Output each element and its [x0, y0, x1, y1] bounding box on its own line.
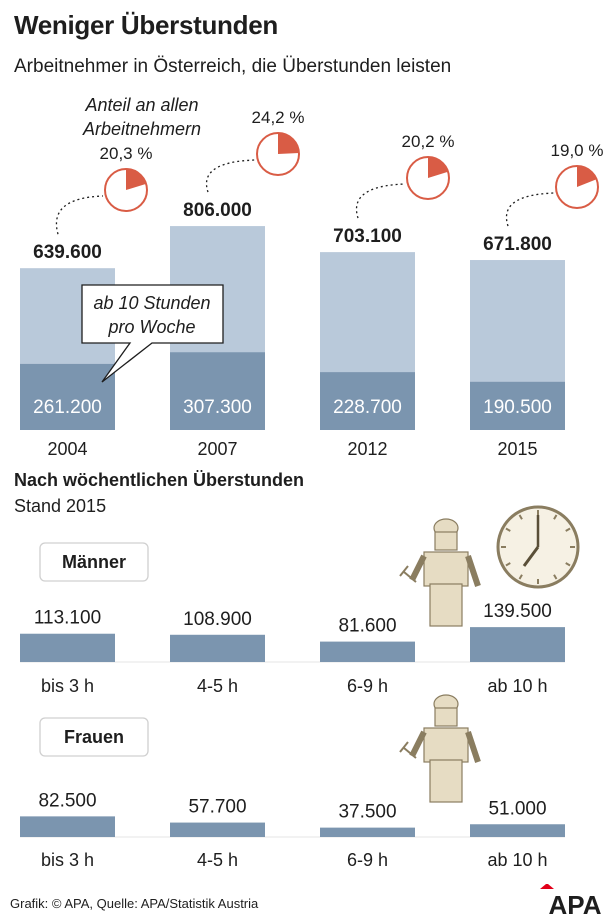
pie-share-slice — [428, 157, 449, 178]
pie-connector — [505, 192, 555, 227]
pie-connector — [55, 195, 104, 235]
total-value-label: 806.000 — [183, 200, 252, 221]
chart-subtitle: Arbeitnehmer in Österreich, die Überstun… — [14, 56, 452, 77]
worker-female-head — [434, 707, 458, 727]
sub-value-label: 190.500 — [483, 397, 552, 418]
bar-value-label: 82.500 — [38, 790, 96, 811]
category-tick-label: ab 10 h — [487, 850, 547, 870]
worker-female-arm — [409, 730, 427, 758]
clock-tick — [553, 574, 558, 580]
apa-logo-text: APA — [549, 890, 602, 920]
pie-share-slice — [577, 165, 597, 187]
clock-tick — [565, 562, 571, 567]
sub-value-label: 307.300 — [183, 397, 252, 418]
section-title: Nach wöchentlichen Überstunden — [14, 470, 305, 490]
worker-female-torso — [423, 727, 469, 763]
worker-female-hammer — [399, 741, 417, 759]
category-tick-label: bis 3 h — [41, 676, 94, 696]
pie-share-label: 20,3 % — [100, 144, 153, 163]
bar-value-label: 139.500 — [483, 601, 552, 622]
pie-share-slice — [278, 133, 299, 154]
worker-male-hammer — [399, 565, 417, 583]
sub-value-label: 261.200 — [33, 397, 102, 418]
category-tick-label: 4-5 h — [197, 676, 238, 696]
category-tick-label: bis 3 h — [41, 850, 94, 870]
bar-long-hours-2007 — [170, 352, 265, 430]
bar-Frauen-bis 3 h — [20, 816, 115, 837]
worker-female-arm — [465, 731, 481, 763]
bar-long-hours-2015 — [470, 381, 565, 430]
pie-connector — [355, 183, 406, 219]
worker-male-legs — [429, 583, 463, 627]
worker-male-arm — [409, 554, 427, 582]
bar-Frauen-6-9 h — [320, 827, 415, 837]
bar-Männer-4-5 h — [170, 634, 265, 662]
pie-share-label: 19,0 % — [551, 141, 604, 160]
apa-logo-mark — [540, 884, 554, 889]
pie-share-label: 24,2 % — [252, 108, 305, 127]
apa-logo: APA — [540, 884, 602, 920]
category-tick-label: 6-9 h — [347, 850, 388, 870]
callout-label: ab 10 Stunden — [93, 293, 210, 313]
total-value-label: 703.100 — [333, 226, 402, 247]
year-tick-label: 2015 — [497, 439, 537, 459]
bar-value-label: 113.100 — [34, 608, 101, 629]
pie-heading-line: Arbeitnehmern — [82, 119, 201, 139]
clock-hour-hand — [522, 546, 540, 567]
worker-female-legs — [429, 759, 463, 803]
bar-value-label: 81.600 — [338, 616, 396, 637]
clock-tick — [518, 514, 523, 520]
total-value-label: 639.600 — [33, 242, 102, 263]
bar-Frauen-4-5 h — [170, 822, 265, 837]
worker-male-torso — [423, 551, 469, 587]
sub-value-label: 228.700 — [333, 397, 402, 418]
pie-share-slice — [126, 169, 147, 190]
year-tick-label: 2012 — [347, 439, 387, 459]
bar-Männer-6-9 h — [320, 641, 415, 662]
clock-tick — [553, 514, 558, 520]
category-tick-label: 4-5 h — [197, 850, 238, 870]
bar-Männer-bis 3 h — [20, 633, 115, 662]
bar-long-hours-2004 — [20, 363, 115, 430]
bar-value-label: 51.000 — [488, 798, 546, 819]
gender-label: Frauen — [64, 727, 124, 747]
bar-value-label: 57.700 — [188, 797, 246, 818]
worker-male-arm — [465, 555, 481, 587]
gender-label-box — [39, 717, 149, 757]
category-tick-label: 6-9 h — [347, 676, 388, 696]
year-tick-label: 2004 — [47, 439, 87, 459]
clock-tick — [518, 574, 523, 580]
callout-box — [81, 284, 224, 383]
clock-tick — [505, 562, 511, 567]
chart-title: Weniger Überstunden — [14, 10, 278, 40]
source-note: Grafik: © APA, Quelle: APA/Statistik Aus… — [10, 896, 259, 911]
total-value-label: 671.800 — [483, 234, 552, 255]
pie-connector — [205, 159, 256, 193]
clock-tick — [565, 527, 571, 532]
bar-long-hours-2012 — [320, 372, 415, 430]
category-tick-label: ab 10 h — [487, 676, 547, 696]
pie-heading-line: Anteil an allen — [84, 95, 198, 115]
bar-value-label: 108.900 — [183, 609, 252, 630]
gender-label-box — [39, 542, 149, 582]
clock-tick — [505, 527, 511, 532]
bar-value-label: 37.500 — [338, 802, 396, 823]
callout-label: pro Woche — [107, 317, 195, 337]
worker-male-head — [434, 531, 458, 551]
year-tick-label: 2007 — [197, 439, 237, 459]
bar-Männer-ab 10 h — [470, 627, 565, 662]
section-subtitle: Stand 2015 — [14, 496, 107, 516]
gender-label: Männer — [62, 552, 126, 572]
pie-share-label: 20,2 % — [402, 132, 455, 151]
bar-Frauen-ab 10 h — [470, 824, 565, 837]
